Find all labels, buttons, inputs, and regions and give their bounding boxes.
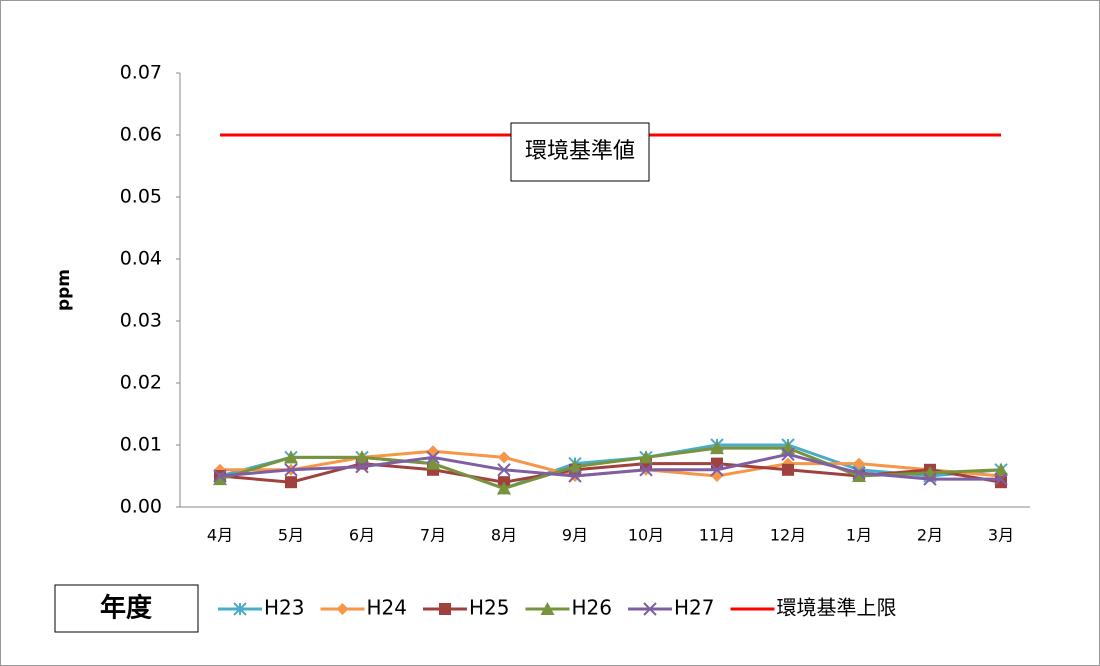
legend-marker — [336, 603, 349, 615]
legend-label: H27 — [674, 596, 715, 620]
legend-marker — [643, 602, 657, 616]
marker — [852, 469, 866, 482]
x-tick-label: 11月 — [699, 526, 735, 545]
annotation: 環境基準値 — [525, 139, 635, 164]
annotation-box — [510, 122, 650, 182]
marker — [923, 472, 937, 486]
marker — [426, 450, 440, 465]
marker — [639, 450, 653, 464]
y-axis-label: ppm — [54, 269, 74, 311]
marker — [355, 459, 369, 474]
series-line — [219, 446, 1002, 490]
marker — [852, 466, 866, 480]
legend-label: H24 — [367, 596, 408, 620]
x-tick-label: 7月 — [420, 526, 446, 545]
marker — [782, 463, 794, 476]
marker — [639, 463, 653, 477]
x-tick-label: 12月 — [770, 526, 806, 545]
y-tick-label: 0.04 — [120, 248, 162, 270]
marker — [497, 481, 511, 495]
marker — [568, 469, 582, 483]
marker — [710, 441, 724, 455]
marker — [213, 472, 227, 486]
marker — [498, 451, 510, 464]
x-tick-label: 10月 — [628, 526, 664, 545]
legend-label: H23 — [264, 596, 305, 620]
marker — [994, 462, 1008, 476]
marker — [285, 476, 297, 489]
legend-marker — [540, 602, 555, 615]
y-tick-label: 0.02 — [120, 372, 162, 394]
legend-label: 環境基準上限 — [777, 596, 897, 620]
y-tick-label: 0.01 — [120, 434, 162, 456]
x-tick-label: 3月 — [988, 526, 1014, 545]
marker — [284, 450, 298, 464]
marker — [710, 463, 724, 477]
marker — [781, 447, 795, 462]
marker — [426, 456, 440, 470]
x-tick-label: 8月 — [491, 526, 517, 545]
x-tick-label: 4月 — [207, 526, 233, 545]
x-tick-label: 9月 — [562, 526, 588, 545]
legend-label: H25 — [469, 596, 510, 620]
legend-label: H26 — [572, 596, 613, 620]
legend-marker — [233, 602, 247, 616]
legend-marker — [439, 603, 451, 615]
series-line — [219, 452, 1001, 481]
marker — [497, 463, 511, 477]
marker — [568, 459, 582, 473]
x-tick-label: 2月 — [917, 526, 943, 545]
legend-title: 年度 — [100, 593, 152, 624]
marker — [853, 457, 865, 470]
marker — [284, 463, 298, 477]
marker — [355, 450, 369, 464]
marker — [213, 469, 227, 483]
y-tick-label: 0.06 — [120, 124, 162, 146]
marker — [994, 472, 1008, 486]
x-tick-label: 5月 — [278, 526, 304, 545]
y-tick-label: 0.07 — [120, 62, 162, 84]
x-tick-label: 6月 — [349, 526, 375, 545]
y-tick-label: 0.00 — [120, 496, 162, 518]
legend-title-box — [54, 584, 199, 633]
x-tick-label: 1月 — [846, 526, 872, 545]
y-tick-label: 0.03 — [120, 310, 162, 332]
y-tick-label: 0.05 — [120, 186, 162, 208]
